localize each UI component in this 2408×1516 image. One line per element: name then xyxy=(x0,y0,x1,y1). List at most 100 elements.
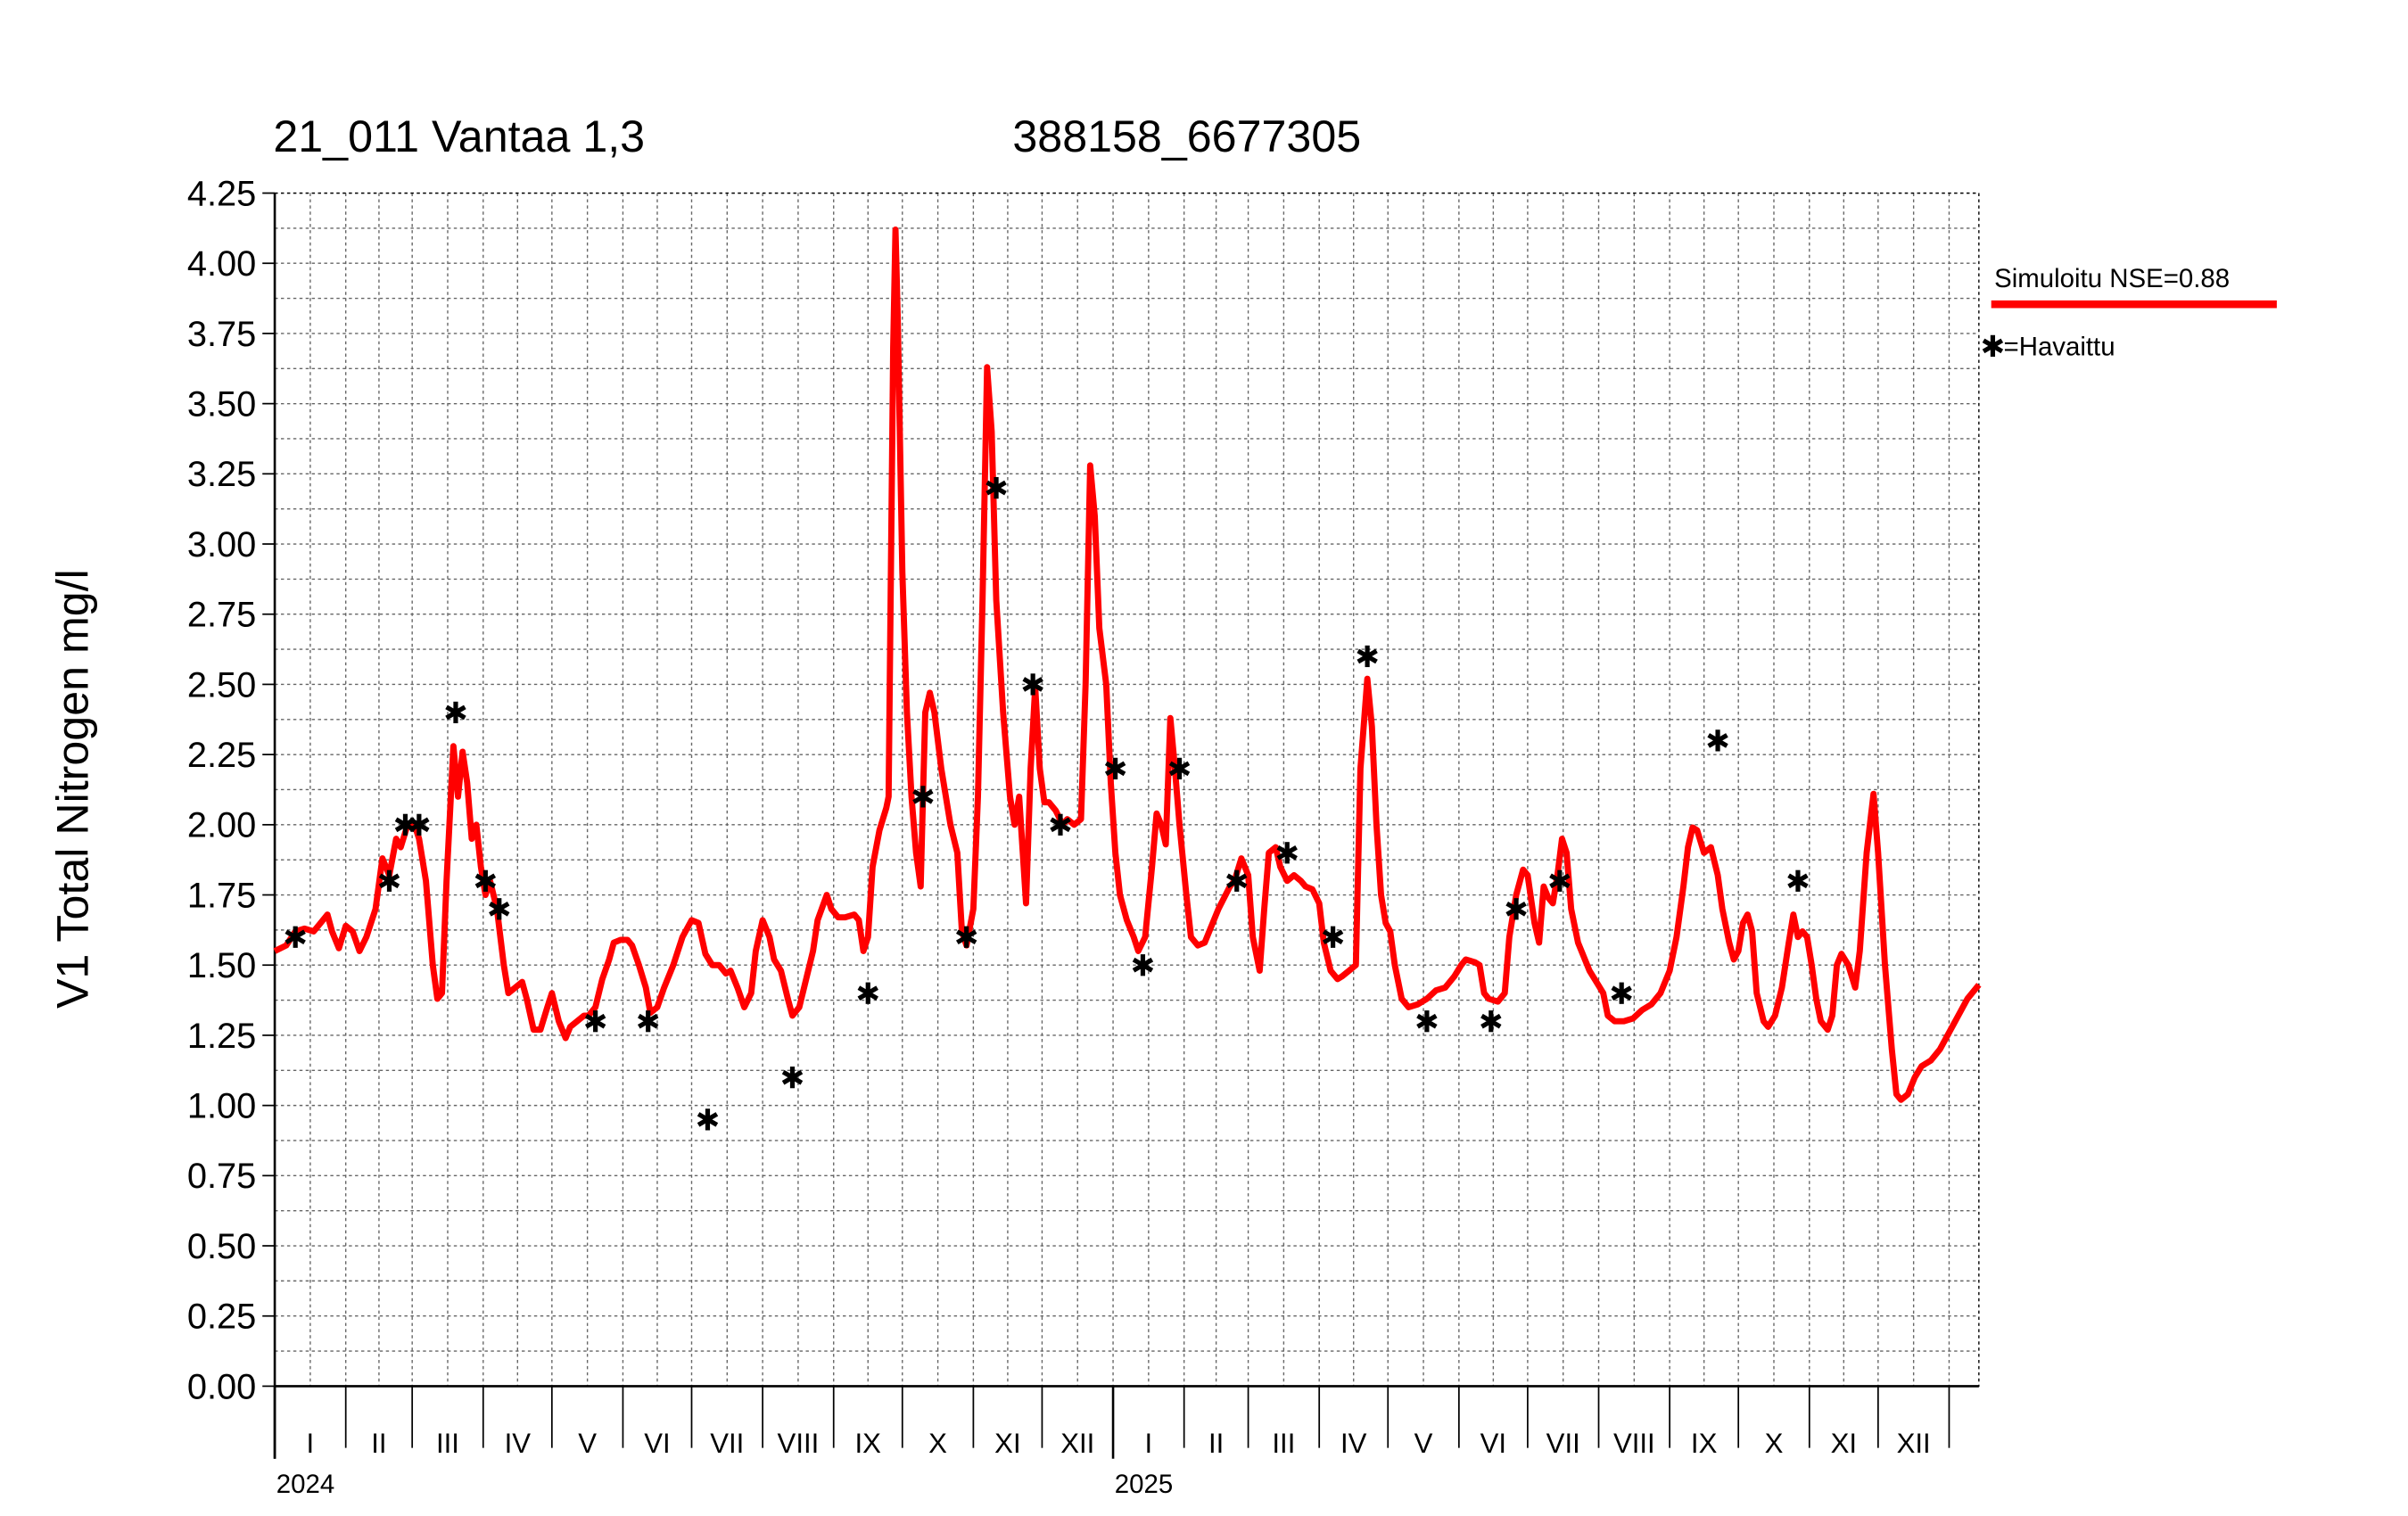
y-axis-label: V1 Total Nitrogen mg/l xyxy=(48,569,98,1009)
observed-point xyxy=(1022,673,1043,696)
legend-swatch xyxy=(1982,334,2004,357)
asterisk-stroke xyxy=(1276,845,1298,861)
asterisk-stroke xyxy=(1104,761,1126,777)
asterisk-stroke xyxy=(1322,929,1344,945)
observed-point xyxy=(697,1108,719,1131)
y-tick-label: 2.25 xyxy=(187,736,256,775)
observed-point xyxy=(1168,757,1191,779)
y-tick-label: 0.00 xyxy=(187,1367,256,1406)
asterisk-stroke xyxy=(1132,957,1154,973)
year-label: 2024 xyxy=(276,1470,334,1499)
asterisk-stroke xyxy=(955,929,977,945)
chart-subtitle: 388158_6677305 xyxy=(1012,111,1361,161)
chart-title: 21_011 Vantaa 1,3 xyxy=(273,111,645,161)
x-tick-label: XII xyxy=(1060,1428,1094,1459)
observed-point xyxy=(1480,1010,1502,1033)
y-tick-label: 0.75 xyxy=(187,1157,256,1196)
x-tick-label: IX xyxy=(1691,1428,1718,1459)
x-tick-label: VI xyxy=(1480,1428,1506,1459)
asterisk-stroke xyxy=(1480,1013,1502,1029)
y-tick-label: 2.75 xyxy=(187,596,256,635)
x-tick-label: V xyxy=(1414,1428,1433,1459)
x-tick-label: VI xyxy=(644,1428,670,1459)
x-tick-label: VIII xyxy=(1613,1428,1655,1459)
observed-point xyxy=(1132,954,1154,976)
x-tick-label: X xyxy=(928,1428,947,1459)
year-label: 2025 xyxy=(1115,1470,1173,1499)
x-tick-label: IV xyxy=(505,1428,532,1459)
observed-point xyxy=(1505,898,1527,920)
observed-point xyxy=(1050,813,1071,836)
observed-point xyxy=(912,786,934,808)
x-tick-label: VII xyxy=(1546,1428,1580,1459)
asterisk-stroke xyxy=(1357,648,1378,664)
observed-point xyxy=(781,1067,804,1089)
x-tick-label: II xyxy=(371,1428,386,1459)
observed-point xyxy=(1611,982,1632,1004)
asterisk-stroke xyxy=(985,480,1007,496)
observed-point xyxy=(1322,926,1344,948)
asterisk-stroke xyxy=(1226,873,1248,889)
observed-point xyxy=(1276,842,1298,864)
y-tick-label: 3.50 xyxy=(187,384,256,424)
asterisk-stroke xyxy=(1549,873,1571,889)
asterisk-stroke xyxy=(584,1013,606,1029)
observed-point xyxy=(1226,869,1248,892)
observed-point xyxy=(1357,645,1378,668)
y-tick-label: 1.25 xyxy=(187,1017,256,1056)
asterisk-stroke xyxy=(378,873,400,889)
observed-point xyxy=(408,813,430,836)
y-tick-label: 4.25 xyxy=(187,174,256,213)
asterisk-stroke xyxy=(857,985,878,1001)
y-tick-label: 2.50 xyxy=(187,665,256,704)
asterisk-stroke xyxy=(1787,873,1809,889)
asterisk-stroke xyxy=(408,817,430,833)
legend-label: =Havaittu xyxy=(2004,332,2115,361)
asterisk-stroke xyxy=(1022,677,1043,692)
x-tick-label: XI xyxy=(1831,1428,1857,1459)
y-tick-label: 4.00 xyxy=(187,244,256,284)
asterisk-stroke xyxy=(1416,1013,1438,1029)
asterisk-stroke xyxy=(781,1069,804,1085)
observed-point xyxy=(489,898,510,920)
observed-point xyxy=(474,869,497,892)
asterisk-stroke xyxy=(489,901,510,917)
asterisk-stroke xyxy=(638,1013,659,1029)
observed-point xyxy=(584,1010,606,1033)
asterisk-stroke xyxy=(445,704,466,721)
x-tick-label: XII xyxy=(1897,1428,1931,1459)
asterisk-stroke xyxy=(912,789,934,804)
observed-point xyxy=(1104,757,1126,779)
observed-point xyxy=(285,926,306,948)
asterisk-stroke xyxy=(285,929,306,945)
observed-point xyxy=(445,701,466,724)
x-tick-label: VIII xyxy=(778,1428,820,1459)
x-tick-label: VII xyxy=(710,1428,744,1459)
x-tick-label: XI xyxy=(994,1428,1020,1459)
asterisk-stroke xyxy=(474,873,497,889)
x-tick-label: III xyxy=(436,1428,459,1459)
asterisk-stroke xyxy=(1982,338,2004,354)
x-tick-label: I xyxy=(1145,1428,1153,1459)
x-tick-label: V xyxy=(578,1428,597,1459)
observed-point xyxy=(1787,869,1809,892)
observed-point xyxy=(955,926,977,948)
y-tick-label: 1.75 xyxy=(187,876,256,915)
x-tick-label: I xyxy=(307,1428,315,1459)
x-tick-label: IX xyxy=(855,1428,882,1459)
y-tick-label: 0.50 xyxy=(187,1227,256,1266)
x-tick-label: X xyxy=(1765,1428,1784,1459)
asterisk-stroke xyxy=(1050,817,1071,833)
asterisk-stroke xyxy=(697,1112,719,1127)
y-tick-label: 0.25 xyxy=(187,1298,256,1337)
y-tick-label: 1.00 xyxy=(187,1086,256,1125)
observed-point xyxy=(638,1010,659,1033)
asterisk-stroke xyxy=(1505,901,1527,917)
legend-label: Simuloitu NSE=0.88 xyxy=(1994,264,2230,293)
observed-point xyxy=(1416,1010,1438,1033)
observed-point xyxy=(985,476,1007,499)
asterisk-stroke xyxy=(1168,761,1191,777)
x-tick-label: IV xyxy=(1340,1428,1367,1459)
